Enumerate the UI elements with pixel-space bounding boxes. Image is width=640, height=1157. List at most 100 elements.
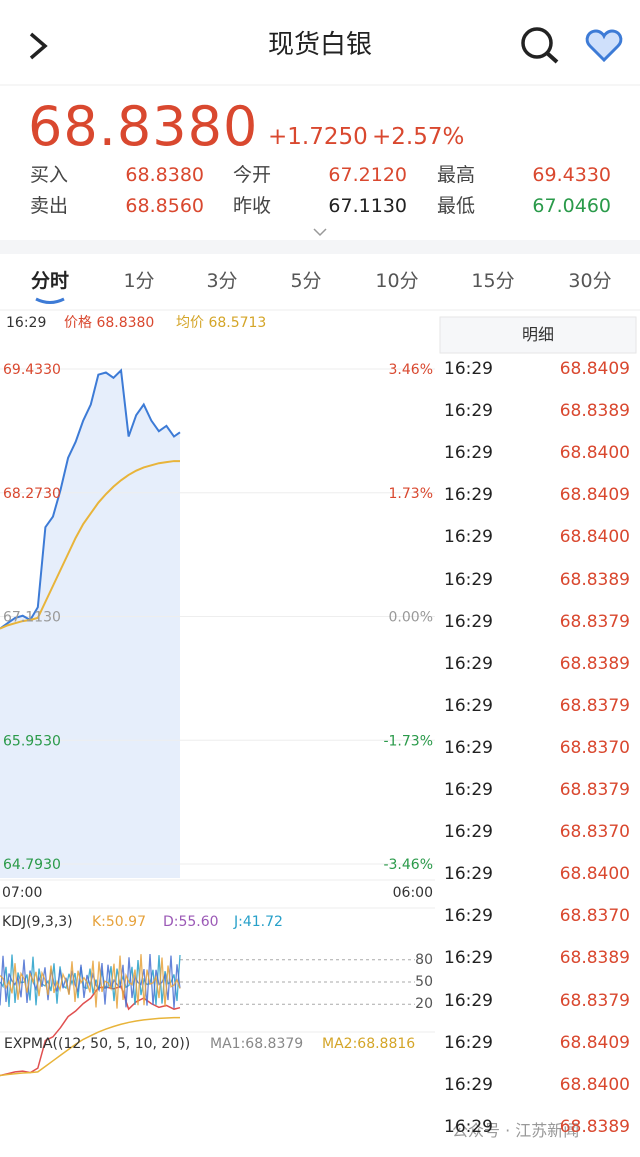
average-line: [0, 460, 180, 630]
trade-time: 16:29: [444, 653, 493, 674]
field-label: 卖出: [30, 195, 69, 217]
period-tab[interactable]: 1分: [123, 270, 155, 292]
period-tab[interactable]: 分时: [30, 270, 69, 292]
kdj-j: J:41.72: [234, 914, 283, 930]
trade-price: 68.8400: [559, 443, 630, 464]
detail-header-box: [439, 316, 637, 354]
expma-title: EXPMA((12, 50, 5, 10, 20)): [4, 1036, 191, 1052]
expma-line: [0, 1016, 180, 1077]
price-change-percent: +2.57%: [372, 124, 465, 150]
trade-price: 68.8379: [559, 695, 630, 716]
x-start-label: 07:00: [2, 885, 42, 901]
y-tick-label: 64.7930: [3, 857, 61, 873]
trade-time: 16:29: [444, 611, 493, 632]
trade-time: 16:29: [444, 527, 493, 548]
trade-time: 16:29: [444, 948, 493, 969]
price-change: +1.7250: [268, 124, 368, 150]
trade-price: 68.8389: [559, 1116, 630, 1137]
trade-time: 16:29: [444, 485, 493, 506]
trade-price: 68.8379: [559, 990, 630, 1011]
trade-price: 68.8370: [559, 906, 630, 927]
trade-price: 68.8379: [559, 611, 630, 632]
field-label: 买入: [30, 164, 69, 186]
trade-price: 68.8370: [559, 822, 630, 843]
x-end-label: 06:00: [393, 885, 433, 901]
last-price: 68.8380: [28, 95, 259, 158]
kdj-d: D:55.60: [163, 914, 219, 930]
detail-title: 明细: [521, 325, 554, 344]
trade-time: 16:29: [444, 443, 493, 464]
trade-time: 16:29: [444, 737, 493, 758]
watermark: 公众号 · 江苏新闻: [448, 1120, 584, 1142]
y2-tick-label: 3.46%: [389, 362, 433, 378]
y-tick-label: 67.1130: [3, 610, 61, 626]
trade-time: 16:29: [444, 401, 493, 422]
trade-price: 68.8389: [559, 569, 630, 590]
trade-price: 68.8409: [559, 359, 630, 379]
trade-time: 16:29: [444, 990, 493, 1011]
field-value: 67.2120: [328, 164, 407, 186]
field-label: 最低: [437, 195, 476, 217]
kdj-tick-label: 50: [415, 974, 433, 990]
kdj-tick-label: 80: [415, 952, 433, 968]
trade-price: 68.8389: [559, 401, 630, 422]
y-tick-label: 65.9530: [3, 733, 61, 749]
field-label: 最高: [437, 164, 476, 186]
info-price: 价格 68.8380: [64, 315, 155, 331]
kdj-tick-label: 20: [415, 996, 433, 1012]
y2-tick-label: -3.46%: [383, 857, 433, 873]
trade-time: 16:29: [444, 906, 493, 927]
expma-ma1: MA1:68.8379: [210, 1036, 304, 1052]
field-label: 昨收: [233, 195, 272, 217]
period-tab[interactable]: 30分: [568, 270, 612, 292]
info-time: 16:29: [6, 315, 47, 331]
active-tab-indicator: [35, 297, 65, 304]
trade-price: 68.8379: [559, 780, 630, 800]
favorite-button[interactable]: [585, 29, 623, 63]
trade-time: 16:29: [444, 780, 493, 800]
period-tab[interactable]: 3分: [206, 270, 238, 292]
trade-time: 16:29: [444, 1074, 493, 1095]
trade-time: 16:29: [444, 822, 493, 843]
y2-tick-label: 1.73%: [389, 486, 433, 502]
kdj-k: K:50.97: [92, 914, 146, 930]
field-value: 68.8380: [125, 164, 204, 186]
field-label: 今开: [233, 164, 272, 186]
field-value: 67.1130: [328, 195, 407, 217]
back-button[interactable]: [29, 32, 48, 60]
page-title: 现货白银: [267, 30, 372, 60]
trade-time: 16:29: [444, 695, 493, 716]
trade-time: 16:29: [444, 864, 493, 885]
trade-price: 68.8389: [559, 653, 630, 674]
y2-tick-label: -1.73%: [383, 733, 433, 749]
y-tick-label: 69.4330: [3, 362, 61, 378]
trade-time: 16:29: [444, 359, 493, 379]
trade-price: 68.8409: [559, 485, 630, 506]
trade-price: 68.8400: [559, 864, 630, 885]
expand-chevron[interactable]: [313, 228, 327, 237]
trade-time: 16:29: [444, 1116, 493, 1137]
y2-tick-label: 0.00%: [389, 610, 433, 626]
trade-price: 68.8409: [559, 1032, 630, 1053]
period-tab[interactable]: 15分: [471, 270, 515, 292]
price-area: [0, 370, 180, 878]
trade-price: 68.8389: [559, 948, 630, 969]
period-tab[interactable]: 10分: [375, 270, 419, 292]
field-value: 68.8560: [125, 195, 204, 217]
separator: [0, 240, 640, 254]
kdj-title: KDJ(9,3,3): [2, 914, 73, 930]
y-tick-label: 68.2730: [3, 486, 61, 502]
kdj-texture: [0, 954, 181, 1009]
period-tab[interactable]: 5分: [290, 270, 322, 292]
info-average: 均价 68.5713: [176, 315, 267, 331]
field-value: 69.4330: [532, 164, 611, 186]
trade-time: 16:29: [444, 569, 493, 590]
field-value: 67.0460: [532, 195, 611, 217]
search-button[interactable]: [521, 27, 559, 64]
trade-price: 68.8370: [559, 737, 630, 758]
expma-ma2: MA2:68.8816: [322, 1036, 416, 1052]
kdj-texture: [0, 954, 181, 1009]
trade-price: 68.8400: [559, 527, 630, 548]
